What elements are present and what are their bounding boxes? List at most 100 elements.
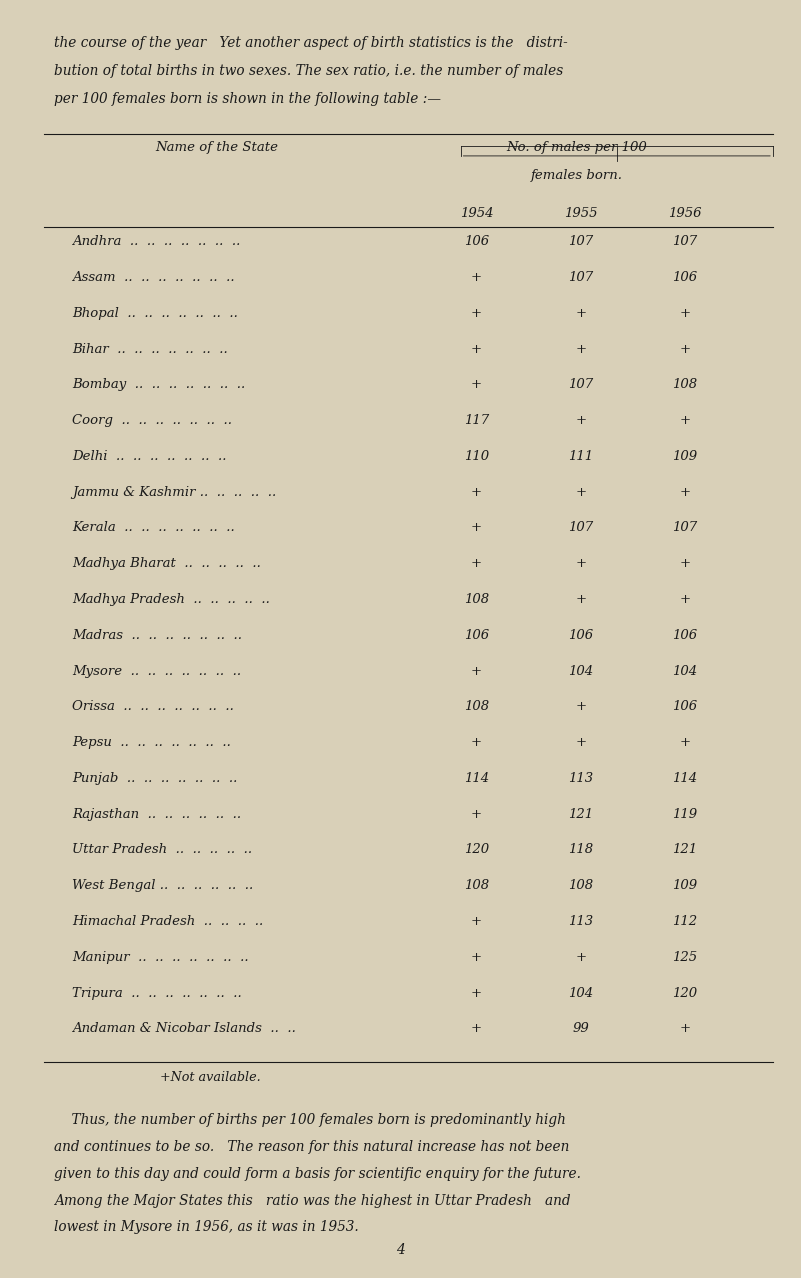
Text: +: + xyxy=(575,951,586,964)
Text: +: + xyxy=(575,593,586,606)
Text: +: + xyxy=(471,987,482,999)
Text: Thus, the number of births per 100 females born is predominantly high: Thus, the number of births per 100 femal… xyxy=(54,1113,566,1127)
Text: +Not available.: +Not available. xyxy=(160,1071,261,1084)
Text: 106: 106 xyxy=(672,700,698,713)
Text: 111: 111 xyxy=(568,450,594,463)
Text: 125: 125 xyxy=(672,951,698,964)
Text: +: + xyxy=(471,378,482,391)
Text: Madhya Pradesh  ..  ..  ..  ..  ..: Madhya Pradesh .. .. .. .. .. xyxy=(72,593,270,606)
Text: +: + xyxy=(471,557,482,570)
Text: 1955: 1955 xyxy=(564,207,598,220)
Text: No. of males per 100: No. of males per 100 xyxy=(506,141,647,153)
Text: 113: 113 xyxy=(568,915,594,928)
Text: +: + xyxy=(679,557,690,570)
Text: 106: 106 xyxy=(568,629,594,642)
Text: Rajasthan  ..  ..  ..  ..  ..  ..: Rajasthan .. .. .. .. .. .. xyxy=(72,808,241,820)
Text: 106: 106 xyxy=(464,629,489,642)
Text: 107: 107 xyxy=(568,235,594,248)
Text: +: + xyxy=(471,486,482,498)
Text: 108: 108 xyxy=(464,700,489,713)
Text: Andhra  ..  ..  ..  ..  ..  ..  ..: Andhra .. .. .. .. .. .. .. xyxy=(72,235,240,248)
Text: 108: 108 xyxy=(464,879,489,892)
Text: 108: 108 xyxy=(464,593,489,606)
Text: 114: 114 xyxy=(464,772,489,785)
Text: +: + xyxy=(471,343,482,355)
Text: +: + xyxy=(679,1022,690,1035)
Text: +: + xyxy=(471,1022,482,1035)
Text: +: + xyxy=(575,557,586,570)
Text: Mysore  ..  ..  ..  ..  ..  ..  ..: Mysore .. .. .. .. .. .. .. xyxy=(72,665,241,677)
Text: +: + xyxy=(471,736,482,749)
Text: 112: 112 xyxy=(672,915,698,928)
Text: +: + xyxy=(471,915,482,928)
Text: lowest in Mysore in 1956, as it was in 1953.: lowest in Mysore in 1956, as it was in 1… xyxy=(54,1220,359,1235)
Text: +: + xyxy=(679,736,690,749)
Text: Name of the State: Name of the State xyxy=(155,141,278,153)
Text: 120: 120 xyxy=(464,843,489,856)
Text: Kerala  ..  ..  ..  ..  ..  ..  ..: Kerala .. .. .. .. .. .. .. xyxy=(72,521,235,534)
Text: 104: 104 xyxy=(672,665,698,677)
Text: Coorg  ..  ..  ..  ..  ..  ..  ..: Coorg .. .. .. .. .. .. .. xyxy=(72,414,232,427)
Text: per 100 females born is shown in the following table :—: per 100 females born is shown in the fol… xyxy=(54,92,441,106)
Text: Bihar  ..  ..  ..  ..  ..  ..  ..: Bihar .. .. .. .. .. .. .. xyxy=(72,343,227,355)
Text: 108: 108 xyxy=(568,879,594,892)
Text: Pepsu  ..  ..  ..  ..  ..  ..  ..: Pepsu .. .. .. .. .. .. .. xyxy=(72,736,231,749)
Text: Madhya Bharat  ..  ..  ..  ..  ..: Madhya Bharat .. .. .. .. .. xyxy=(72,557,261,570)
Text: 107: 107 xyxy=(672,235,698,248)
Text: +: + xyxy=(575,700,586,713)
Text: 4: 4 xyxy=(396,1243,405,1258)
Text: 1954: 1954 xyxy=(460,207,493,220)
Text: Among the Major States this   ratio was the highest in Uttar Pradesh   and: Among the Major States this ratio was th… xyxy=(54,1194,571,1208)
Text: 107: 107 xyxy=(568,521,594,534)
Text: West Bengal ..  ..  ..  ..  ..  ..: West Bengal .. .. .. .. .. .. xyxy=(72,879,253,892)
Text: +: + xyxy=(471,665,482,677)
Text: 117: 117 xyxy=(464,414,489,427)
Text: Bhopal  ..  ..  ..  ..  ..  ..  ..: Bhopal .. .. .. .. .. .. .. xyxy=(72,307,238,320)
Text: 119: 119 xyxy=(672,808,698,820)
Text: 121: 121 xyxy=(568,808,594,820)
Text: 107: 107 xyxy=(568,378,594,391)
Text: 108: 108 xyxy=(672,378,698,391)
Text: 110: 110 xyxy=(464,450,489,463)
Text: +: + xyxy=(575,343,586,355)
Text: Bombay  ..  ..  ..  ..  ..  ..  ..: Bombay .. .. .. .. .. .. .. xyxy=(72,378,245,391)
Text: Assam  ..  ..  ..  ..  ..  ..  ..: Assam .. .. .. .. .. .. .. xyxy=(72,271,235,284)
Text: +: + xyxy=(679,486,690,498)
Text: given to this day and could form a basis for scientific enquiry for the future.: given to this day and could form a basis… xyxy=(54,1167,582,1181)
Text: 104: 104 xyxy=(568,665,594,677)
Text: +: + xyxy=(679,593,690,606)
Text: and continues to be so.   The reason for this natural increase has not been: and continues to be so. The reason for t… xyxy=(54,1140,570,1154)
Text: +: + xyxy=(575,486,586,498)
Text: 106: 106 xyxy=(672,271,698,284)
Text: Himachal Pradesh  ..  ..  ..  ..: Himachal Pradesh .. .. .. .. xyxy=(72,915,264,928)
Text: +: + xyxy=(471,307,482,320)
Text: 109: 109 xyxy=(672,450,698,463)
Text: bution of total births in two sexes. The sex ratio, i.e. the number of males: bution of total births in two sexes. The… xyxy=(54,64,564,78)
Text: Uttar Pradesh  ..  ..  ..  ..  ..: Uttar Pradesh .. .. .. .. .. xyxy=(72,843,252,856)
Text: +: + xyxy=(471,951,482,964)
Text: +: + xyxy=(471,521,482,534)
Text: +: + xyxy=(679,307,690,320)
Text: the course of the year   Yet another aspect of birth statistics is the   distri-: the course of the year Yet another aspec… xyxy=(54,36,568,50)
Text: Delhi  ..  ..  ..  ..  ..  ..  ..: Delhi .. .. .. .. .. .. .. xyxy=(72,450,227,463)
Text: +: + xyxy=(575,414,586,427)
Text: 120: 120 xyxy=(672,987,698,999)
Text: Madras  ..  ..  ..  ..  ..  ..  ..: Madras .. .. .. .. .. .. .. xyxy=(72,629,242,642)
Text: females born.: females born. xyxy=(531,169,622,181)
Text: 107: 107 xyxy=(568,271,594,284)
Text: 118: 118 xyxy=(568,843,594,856)
Text: 99: 99 xyxy=(573,1022,589,1035)
Text: +: + xyxy=(471,808,482,820)
Text: Punjab  ..  ..  ..  ..  ..  ..  ..: Punjab .. .. .. .. .. .. .. xyxy=(72,772,237,785)
Text: 107: 107 xyxy=(672,521,698,534)
Text: 121: 121 xyxy=(672,843,698,856)
Text: +: + xyxy=(679,414,690,427)
Text: 106: 106 xyxy=(464,235,489,248)
Text: Manipur  ..  ..  ..  ..  ..  ..  ..: Manipur .. .. .. .. .. .. .. xyxy=(72,951,249,964)
Text: 113: 113 xyxy=(568,772,594,785)
Text: 114: 114 xyxy=(672,772,698,785)
Text: Orissa  ..  ..  ..  ..  ..  ..  ..: Orissa .. .. .. .. .. .. .. xyxy=(72,700,234,713)
Text: 104: 104 xyxy=(568,987,594,999)
Text: 109: 109 xyxy=(672,879,698,892)
Text: +: + xyxy=(471,271,482,284)
